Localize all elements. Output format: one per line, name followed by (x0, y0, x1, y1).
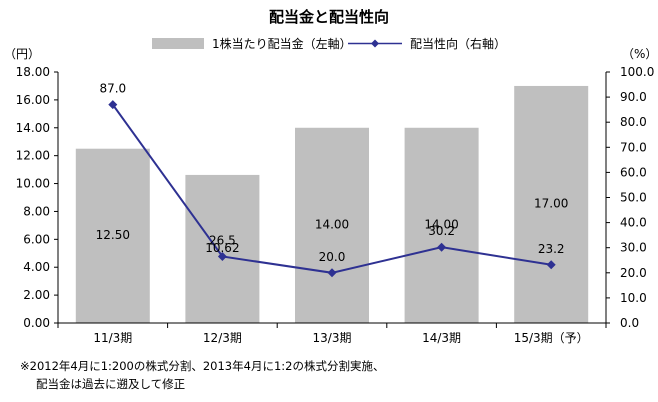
legend-swatch-bar (152, 38, 204, 49)
bar-value-label: 10.62 (205, 241, 239, 255)
left-tick-label: 6.00 (23, 232, 50, 246)
bar-value-label: 14.00 (424, 217, 458, 231)
right-tick-label: 50.0 (620, 191, 647, 205)
x-category-label: 15/3期（予） (514, 331, 589, 345)
right-tick-label: 60.0 (620, 165, 647, 179)
legend: 1株当たり配当金（左軸） 配当性向（右軸） (152, 36, 506, 51)
x-category-label: 13/3期 (313, 331, 352, 345)
ratio-value-label: 20.0 (319, 250, 346, 264)
left-tick-label: 4.00 (23, 260, 50, 274)
bar-value-label: 17.00 (534, 196, 568, 210)
payout-marker-5 (546, 260, 556, 270)
payout-marker-1 (108, 100, 118, 110)
chart-title: 配当金と配当性向 (269, 8, 389, 26)
right-tick-label: 90.0 (620, 90, 647, 104)
right-tick-label: 10.0 (620, 291, 647, 305)
x-category-label: 14/3期 (422, 331, 461, 345)
left-tick-label: 14.00 (16, 121, 50, 135)
right-tick-label: 30.0 (620, 241, 647, 255)
x-category-label: 11/3期 (93, 331, 132, 345)
left-tick-label: 0.00 (23, 316, 50, 330)
legend-marker (371, 39, 379, 48)
left-tick-label: 2.00 (23, 288, 50, 302)
right-tick-label: 20.0 (620, 266, 647, 280)
bar-value-label: 12.50 (96, 228, 130, 242)
left-tick-label: 12.00 (16, 149, 50, 163)
right-tick-label: 80.0 (620, 115, 647, 129)
footnote-line-2: 配当金は過去に遡及して修正 (36, 377, 186, 391)
left-tick-label: 8.00 (23, 204, 50, 218)
ratio-value-label: 23.2 (538, 242, 565, 256)
left-tick-label: 16.00 (16, 93, 50, 107)
payout-marker-4 (437, 242, 447, 252)
bar-4 (404, 127, 479, 324)
bar-2 (185, 174, 260, 323)
left-tick-label: 10.00 (16, 177, 50, 191)
x-category-label: 12/3期 (203, 331, 242, 345)
right-tick-label: 100.0 (620, 65, 654, 79)
right-axis-unit: （%） (622, 47, 657, 61)
bar-5 (514, 85, 589, 323)
footnote-line-1: ※2012年4月に1:200の株式分割、2013年4月に1:2の株式分割実施、 (20, 359, 385, 373)
bar-1 (75, 148, 150, 323)
payout-marker-3 (327, 268, 337, 278)
left-axis-unit: （円） (4, 47, 40, 61)
payout-marker-2 (217, 251, 227, 261)
ratio-value-label: 26.5 (209, 233, 236, 247)
ratio-value-label: 87.0 (99, 82, 126, 96)
right-tick-label: 40.0 (620, 216, 647, 230)
right-tick-label: 70.0 (620, 140, 647, 154)
legend-label-line: 配当性向（右軸） (410, 36, 506, 51)
left-tick-label: 18.00 (16, 65, 50, 79)
bar-value-label: 14.00 (315, 217, 349, 231)
right-tick-label: 0.0 (620, 316, 639, 330)
bar-3 (295, 127, 369, 324)
ratio-value-label: 30.2 (428, 224, 455, 238)
legend-label-bar: 1株当たり配当金（左軸） (212, 36, 352, 51)
